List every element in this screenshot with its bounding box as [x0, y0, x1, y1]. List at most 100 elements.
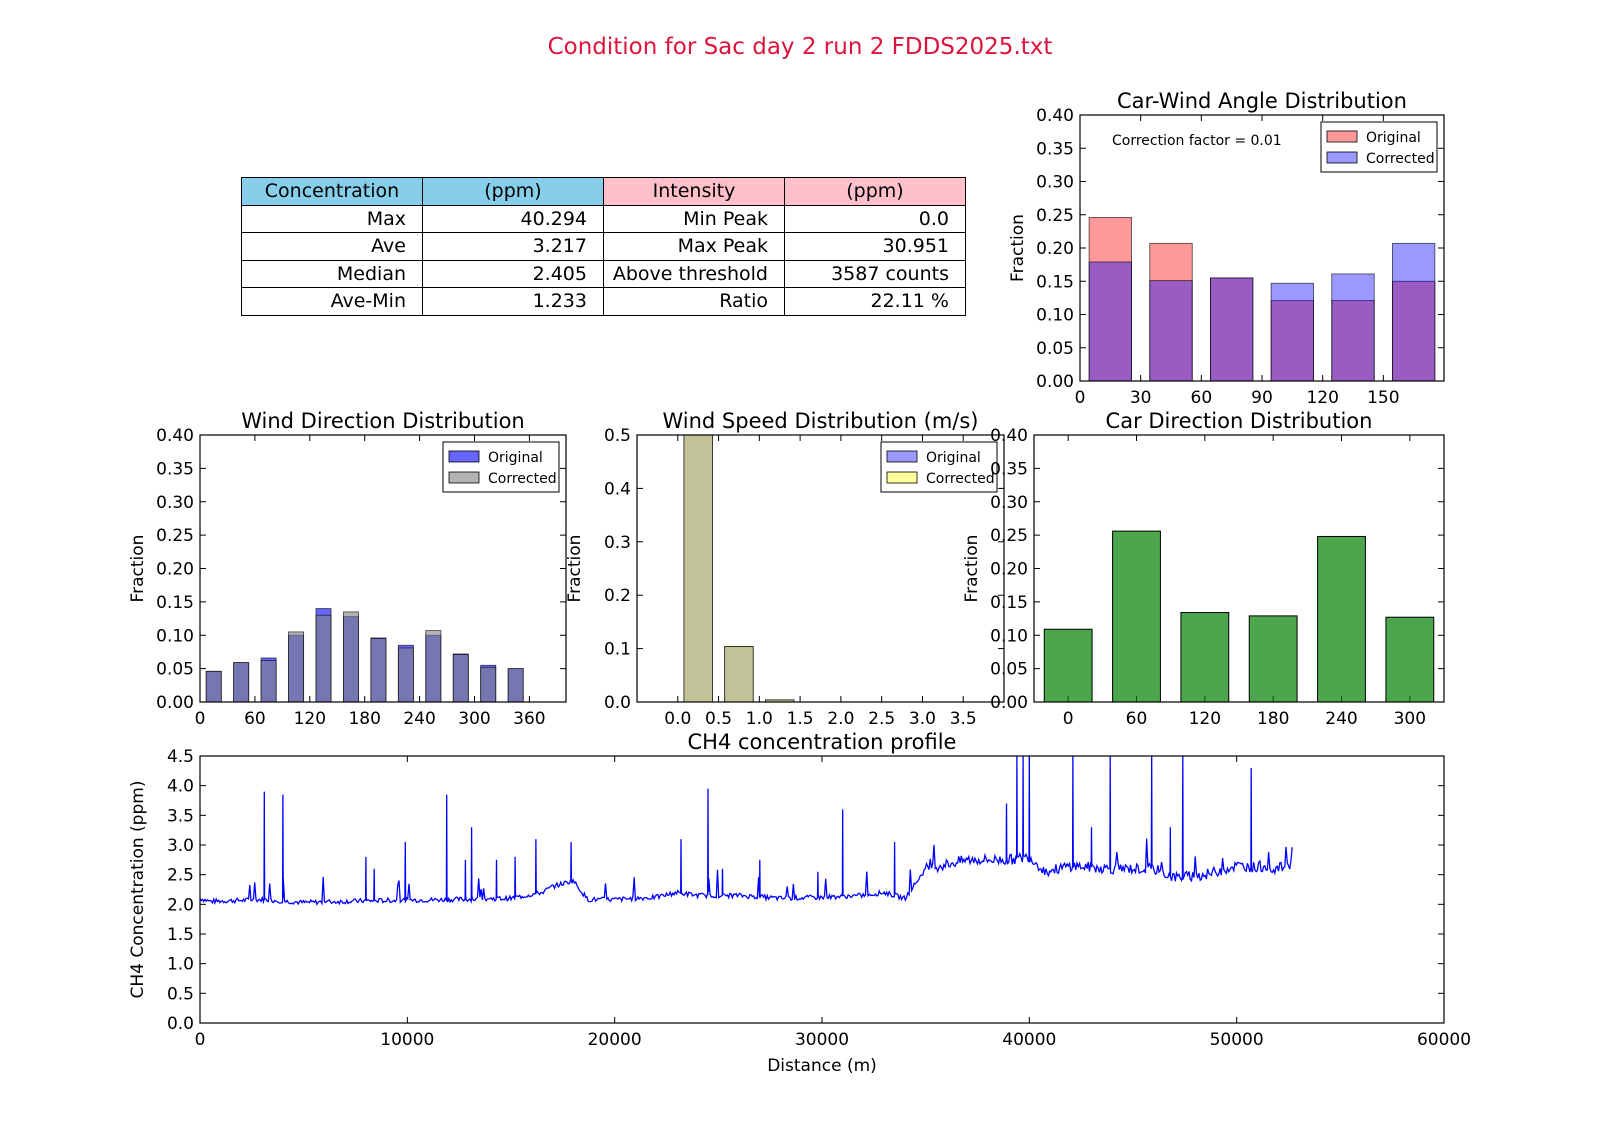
plot-winddir: 0.00 0.05 0.10 0.15 0.20 0.25 0.30 0.35 0.40 0 60 1… — [128, 409, 567, 729]
y-tick-label: 0.1 — [604, 640, 631, 660]
y-tick-label: 0.20 — [1036, 239, 1074, 259]
y-tick-label: 0.30 — [156, 493, 194, 513]
chart-title: Wind Speed Distribution (m/s) — [662, 409, 978, 433]
x-tick-label: 180 — [1257, 709, 1289, 729]
bar — [683, 434, 713, 703]
y-tick-label: 0.20 — [990, 560, 1028, 580]
bar — [288, 631, 305, 703]
x-tick-label: 120 — [1189, 709, 1221, 729]
y-tick-label: 0.40 — [990, 426, 1028, 446]
table-row: Ave-Min 1.233 Ratio 22.11 % — [241, 287, 966, 316]
y-tick-label: 0.25 — [1036, 206, 1074, 226]
plot-frame — [636, 434, 1005, 703]
y-axis-label: CH4 Concentration (ppm) — [128, 781, 148, 999]
y-tick-label: 3.0 — [167, 836, 194, 856]
bar — [1112, 530, 1161, 703]
x-tick-label: 0 — [1075, 388, 1086, 408]
y-tick-label: 2.0 — [167, 895, 194, 915]
plot-cardir: 0.00 0.05 0.10 0.15 0.20 0.25 0.30 0.35 0.40 0 60 1… — [962, 409, 1445, 729]
x-tick-label: 0 — [195, 709, 206, 729]
x-tick-label: 20000 — [588, 1030, 642, 1050]
x-tick-label: 50000 — [1210, 1030, 1264, 1050]
x-tick-label: 240 — [1325, 709, 1357, 729]
y-tick-label: 0.25 — [990, 526, 1028, 546]
y-tick-label: 0.4 — [604, 479, 631, 499]
x-tick-label: 2.0 — [827, 709, 854, 729]
x-tick-label: 0 — [1063, 709, 1074, 729]
y-axis-label: Fraction — [128, 535, 148, 603]
x-tick-label: 60 — [244, 709, 266, 729]
x-tick-label: 240 — [403, 709, 435, 729]
legend-label: Corrected — [1366, 151, 1435, 167]
y-tick-label: 2.5 — [167, 866, 194, 886]
plot-ch4: 0.0 0.5 1.0 1.5 2.0 2.5 3.0 3.5 4.0 4.5 0 10000 2000… — [128, 730, 1471, 1076]
y-tick-label: 0.15 — [990, 593, 1028, 613]
x-tick-label: 1.0 — [746, 709, 773, 729]
x-tick-label: 40000 — [1002, 1030, 1056, 1050]
y-tick-label: 0.00 — [156, 693, 194, 713]
y-axis-label: Fraction — [565, 535, 585, 603]
legend-label: Corrected — [926, 471, 995, 487]
bar — [507, 668, 524, 703]
legend-box — [442, 441, 560, 493]
legend-swatch — [886, 450, 918, 463]
x-tick-label: 10000 — [380, 1030, 434, 1050]
x-tick-label: 0.0 — [664, 709, 691, 729]
x-tick-label: 3.5 — [950, 709, 977, 729]
table-row: Max 40.294 Min Peak 0.0 — [241, 204, 966, 233]
stats-cell: 1.233 — [422, 287, 604, 316]
x-tick-label: 0.5 — [705, 709, 732, 729]
x-tick-label: 300 — [458, 709, 490, 729]
y-tick-label: 0.40 — [1036, 106, 1074, 126]
y-tick-label: 0.30 — [1036, 173, 1074, 193]
table-row: Ave 3.217 Max Peak 30.951 — [241, 232, 966, 261]
bar — [1210, 277, 1254, 382]
x-tick-label: 120 — [294, 709, 326, 729]
stats-cell: Max — [241, 204, 423, 233]
bar — [1043, 628, 1093, 703]
y-tick-label: 0.5 — [167, 984, 194, 1004]
y-tick-label: 0.2 — [604, 586, 631, 606]
y-axis-label: Fraction — [1008, 214, 1028, 282]
stats-cell: Ave-Min — [241, 287, 423, 316]
legend-box — [1320, 121, 1438, 173]
y-tick-label: 0.0 — [167, 1014, 194, 1034]
x-tick-label: 150 — [1367, 388, 1399, 408]
legend-swatch — [448, 471, 480, 484]
plot-carwind: 0.00 0.05 0.10 0.15 0.20 0.25 0.30 0.35 0.40 0 30 6… — [1008, 89, 1445, 408]
y-tick-label: 3.5 — [167, 806, 194, 826]
chart-title: Wind Direction Distribution — [241, 409, 525, 433]
bar — [1270, 282, 1314, 382]
chart-title: CH4 concentration profile — [688, 730, 957, 754]
legend-label: Original — [488, 450, 543, 466]
legend-label: Corrected — [488, 471, 557, 487]
stats-cell: Median — [241, 259, 423, 288]
y-tick-label: 1.0 — [167, 955, 194, 975]
x-tick-label: 300 — [1394, 709, 1426, 729]
stats-cell: Min Peak — [603, 204, 785, 233]
legend-label: Original — [926, 450, 981, 466]
y-tick-label: 0.5 — [604, 426, 631, 446]
bar — [1180, 612, 1230, 703]
stats-header-cell: (ppm) — [784, 177, 966, 206]
chart-title: Car Direction Distribution — [1106, 409, 1373, 433]
x-tick-label: 2.5 — [868, 709, 895, 729]
bar — [1392, 242, 1436, 382]
stats-cell: 3587 counts — [784, 259, 966, 288]
y-tick-label: 0.3 — [604, 533, 631, 553]
bar — [1088, 261, 1132, 382]
legend: Original Corrected — [1320, 121, 1438, 173]
y-tick-label: 0.40 — [156, 426, 194, 446]
legend-label: Original — [1366, 130, 1421, 146]
x-tick-label: 120 — [1306, 388, 1338, 408]
bar — [205, 670, 222, 703]
bar — [452, 654, 469, 703]
bar — [480, 666, 497, 703]
x-tick-label: 1.5 — [787, 709, 814, 729]
x-tick-label: 90 — [1251, 388, 1273, 408]
y-tick-label: 0.15 — [156, 593, 194, 613]
y-tick-label: 0.10 — [1036, 306, 1074, 326]
x-tick-label: 360 — [513, 709, 545, 729]
bar — [1385, 616, 1435, 703]
